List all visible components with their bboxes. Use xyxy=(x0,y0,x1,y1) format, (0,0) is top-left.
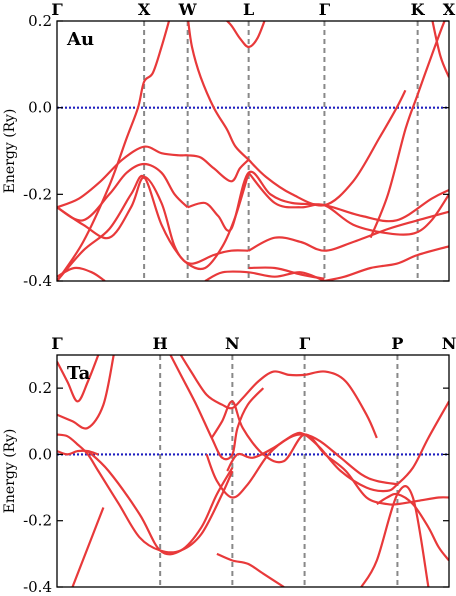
kpoint-label: Γ xyxy=(51,0,63,19)
panel-label: Ta xyxy=(67,363,91,384)
band-line xyxy=(57,145,250,209)
band-line xyxy=(247,171,449,236)
band-line xyxy=(57,355,115,430)
panel-label: Au xyxy=(66,29,94,50)
y-tick-label: 0.0 xyxy=(28,445,52,463)
band-line xyxy=(179,355,378,439)
band-line xyxy=(57,449,99,456)
band-line xyxy=(71,507,105,587)
band-line xyxy=(57,266,106,281)
band-line xyxy=(369,21,446,239)
band-line xyxy=(205,433,398,499)
y-tick-label: -0.4 xyxy=(23,578,52,596)
kpoint-label: X xyxy=(443,0,456,19)
band-line xyxy=(226,400,449,493)
kpoint-label: X xyxy=(138,0,151,19)
band-line xyxy=(169,355,265,461)
kpoint-label: P xyxy=(391,334,403,353)
band-line xyxy=(57,433,234,554)
band-line xyxy=(57,162,189,222)
band-line xyxy=(204,270,325,281)
kpoint-label: Γ xyxy=(51,334,63,353)
kpoint-label: Γ xyxy=(319,0,331,19)
band-line xyxy=(210,400,449,506)
band-line xyxy=(431,21,449,78)
band-line xyxy=(57,172,250,271)
band-line xyxy=(248,210,449,252)
band-line xyxy=(187,170,449,232)
band-line xyxy=(216,552,285,587)
y-tick-label: -0.2 xyxy=(23,512,52,530)
y-axis-label: Energy (Ry) xyxy=(2,429,18,514)
band-line xyxy=(57,21,171,281)
y-tick-label: -0.4 xyxy=(23,272,52,290)
kpoint-label: K xyxy=(411,0,426,19)
band-line xyxy=(87,450,234,556)
band-line xyxy=(376,492,449,562)
plot-frame xyxy=(56,20,450,282)
y-tick-label: -0.2 xyxy=(23,185,52,203)
band-line xyxy=(360,485,430,587)
y-tick-label: 0.2 xyxy=(28,379,52,397)
band-line xyxy=(225,21,266,49)
kpoint-label: N xyxy=(442,334,456,353)
y-axis-label: Energy (Ry) xyxy=(2,109,18,194)
kpoint-label: N xyxy=(225,334,240,353)
y-tick-label: 0.2 xyxy=(28,12,52,30)
ta-band-panel: Γ H N Γ P N -0.4 -0.2 0.0 0.2 Energy (Ry) Ta xyxy=(2,334,456,596)
band-line xyxy=(247,89,407,207)
kpoint-label: H xyxy=(153,334,168,353)
band-line xyxy=(57,174,249,281)
kpoint-label: Γ xyxy=(299,334,311,353)
y-tick-label: 0.0 xyxy=(28,99,52,117)
band-line xyxy=(324,245,449,281)
kpoint-label: W xyxy=(178,0,198,19)
band-line xyxy=(57,355,100,403)
plot-frame xyxy=(56,354,450,588)
band-line xyxy=(187,21,250,161)
kpoint-label: L xyxy=(243,0,254,19)
band-line xyxy=(248,266,325,280)
